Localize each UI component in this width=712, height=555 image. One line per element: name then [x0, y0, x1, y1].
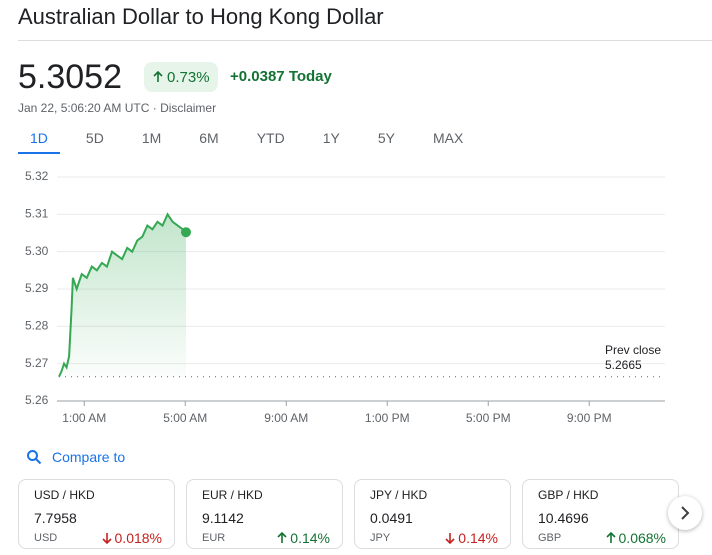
- pair: JPY / HKD: [370, 488, 428, 502]
- range-tab[interactable]: YTD: [256, 130, 285, 146]
- divider: [18, 40, 712, 41]
- arrow: [445, 533, 455, 544]
- code: EUR: [202, 532, 226, 544]
- arrow: [101, 533, 112, 544]
- y-tick-label: 5.30: [25, 244, 49, 258]
- price: 5.3052: [18, 58, 122, 96]
- pair: EUR / HKD: [202, 488, 263, 502]
- range-tab[interactable]: 5D: [85, 130, 104, 146]
- range-tab[interactable]: 1M: [141, 130, 162, 146]
- change-abs: +0.0387 Today: [230, 68, 332, 85]
- arrow: [605, 532, 616, 543]
- prev-close-label: Prev close: [605, 343, 661, 357]
- change-value: +0.0387: [230, 68, 285, 85]
- range-tab[interactable]: 1D: [18, 128, 60, 154]
- compare-card[interactable]: EUR / HKD 9.1142 EUR 0.14%: [186, 479, 343, 549]
- compare-card[interactable]: GBP / HKD 10.4696 GBP 0.068%: [522, 479, 679, 549]
- compare-label: Compare to: [52, 449, 126, 465]
- y-tick-label: 5.28: [25, 319, 49, 333]
- rate: 0.0491: [370, 510, 413, 526]
- compare-card[interactable]: USD / HKD 7.7958 USD 0.018%: [18, 479, 175, 549]
- rate: 9.1142: [202, 510, 244, 526]
- arrow: [277, 532, 287, 543]
- timestamp: Jan 22, 5:06:20 AM UTC: [18, 101, 150, 115]
- prev-close-value: 5.2665: [605, 358, 642, 372]
- rate: 10.4696: [538, 510, 589, 526]
- change-badge: 0.73%: [144, 62, 218, 92]
- code: JPY: [370, 532, 391, 544]
- change-value: 0.14%: [290, 530, 330, 546]
- area: [59, 214, 187, 377]
- change-value: 0.068%: [618, 530, 666, 546]
- change: 0.14%: [276, 530, 330, 546]
- chevron: [681, 506, 690, 520]
- y-tick-label: 5.27: [25, 356, 49, 370]
- code: GBP: [538, 532, 562, 544]
- x-tick-label: 9:00 PM: [567, 411, 612, 425]
- range-tabs: 1D 5D 1M 6M YTD 1Y 5Y MAX: [18, 128, 489, 154]
- disclaimer[interactable]: Disclaimer: [160, 101, 217, 115]
- change-pct: 0.73%: [167, 68, 210, 86]
- code: USD: [34, 532, 58, 544]
- change: 0.018%: [101, 530, 162, 546]
- x-tick-label: 5:00 AM: [163, 411, 207, 425]
- compare-card[interactable]: JPY / HKD 0.0491 JPY 0.14%: [354, 479, 511, 549]
- rate: 7.7958: [34, 510, 77, 526]
- y-tick-label: 5.29: [25, 281, 49, 295]
- line: [58, 212, 187, 378]
- y-tick-label: 5.32: [25, 169, 49, 183]
- change: 0.068%: [605, 530, 666, 546]
- change-value: 0.018%: [114, 530, 162, 546]
- title: Australian Dollar to Hong Kong Dollar: [18, 4, 384, 29]
- x-tick-label: 9:00 AM: [264, 411, 308, 425]
- pair: USD / HKD: [34, 488, 95, 502]
- search-icon: [27, 450, 42, 465]
- x-tick-label: 1:00 AM: [62, 411, 106, 425]
- next-button[interactable]: [668, 496, 702, 530]
- y-tick-label: 5.26: [25, 393, 49, 407]
- chart: 5.26 5.27 5.28 5.29 5.30 5.31 5.32 1:00 AM 5:00 …: [25, 169, 665, 425]
- change-value: 0.14%: [458, 530, 498, 546]
- compare-link[interactable]: Compare to: [26, 449, 125, 465]
- x-tick-label: 5:00 PM: [466, 411, 511, 425]
- timestamp-row: Jan 22, 5:06:20 AM UTC · Disclaimer: [18, 101, 217, 115]
- pair: GBP / HKD: [538, 488, 599, 502]
- range-tab[interactable]: MAX: [432, 130, 464, 146]
- range-tab[interactable]: 1Y: [322, 130, 340, 146]
- y-tick-label: 5.31: [25, 207, 49, 221]
- range-tab[interactable]: 6M: [199, 130, 219, 146]
- range-tab[interactable]: 5Y: [377, 130, 395, 146]
- change: 0.14%: [444, 530, 498, 546]
- up-arrow: [153, 71, 163, 82]
- x-tick-label: 1:00 PM: [365, 411, 410, 425]
- end-point: [181, 227, 192, 238]
- change-period: Today: [288, 68, 332, 85]
